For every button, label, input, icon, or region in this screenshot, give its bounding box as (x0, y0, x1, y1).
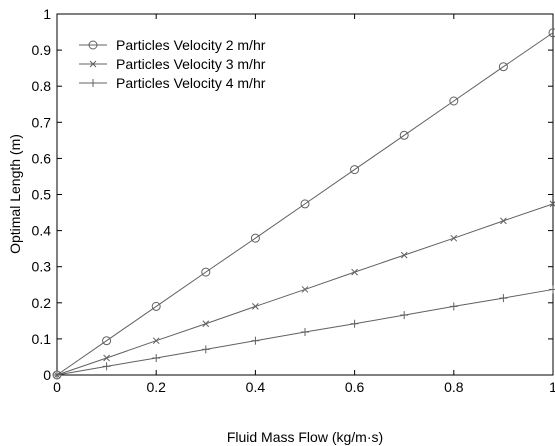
data-point-plus (549, 285, 555, 294)
legend-item: Particles Velocity 2 m/hr (79, 37, 266, 53)
data-point-circle (151, 301, 161, 311)
data-point-x (351, 268, 358, 276)
data-point-plus (152, 354, 161, 363)
y-tick-label: 0.6 (32, 150, 52, 166)
legend-label: Particles Velocity 3 m/hr (116, 56, 266, 72)
data-point-x (450, 234, 458, 242)
y-tick-label: 0.2 (32, 295, 52, 311)
data-point-plus (499, 294, 508, 303)
data-point-plus (53, 371, 61, 379)
data-point-x-stroke (400, 251, 408, 259)
series-line (56, 32, 554, 376)
data-point-x (202, 320, 210, 328)
data-point-circle (399, 130, 409, 140)
data-point-plus (251, 336, 260, 345)
data-point-x (400, 251, 408, 259)
data-point-x-stroke (103, 354, 110, 362)
data-point-x-stroke (152, 337, 160, 345)
data-point-plus (400, 311, 409, 320)
y-tick-label: 0.3 (32, 259, 52, 275)
data-point-x (301, 286, 309, 293)
y-axis-label: Optimal Length (m) (7, 134, 23, 254)
series-3 (53, 285, 555, 379)
data-point-x-stroke (351, 268, 358, 276)
legend-item: Particles Velocity 4 m/hr (79, 75, 266, 91)
series-1 (52, 28, 555, 380)
legend-label: Particles Velocity 2 m/hr (116, 37, 266, 53)
data-point-circle (300, 199, 310, 209)
x-tick-label: 0.6 (345, 379, 365, 395)
x-tick-label: 0.2 (146, 379, 166, 395)
data-point-circle (498, 62, 508, 72)
series-layer (52, 28, 555, 380)
legend: Particles Velocity 2 m/hr Particles Veloc… (79, 37, 266, 91)
series-2 (53, 200, 555, 379)
data-point-plus (102, 362, 111, 371)
data-point-x (500, 217, 507, 225)
x-tick-label: 1 (549, 379, 555, 395)
data-point-plus (350, 319, 359, 328)
data-point-x-stroke (450, 234, 458, 242)
y-tick-label: 0.9 (32, 42, 52, 58)
data-point-x-stroke (549, 201, 555, 208)
data-point-x-stroke (252, 303, 259, 310)
y-tick-label: 0.8 (32, 78, 52, 94)
data-point-x (549, 200, 555, 208)
y-tick-label: 0.1 (32, 331, 52, 347)
data-point-plus (89, 79, 97, 87)
data-point-circle (548, 28, 555, 38)
data-point-x (89, 60, 97, 68)
data-point-plus (301, 328, 309, 337)
data-point-circle (201, 267, 211, 277)
data-point-x-stroke (89, 60, 97, 68)
x-tick-label: 0 (53, 379, 61, 395)
data-point-x (252, 303, 259, 310)
data-point-circle (250, 233, 260, 243)
data-point-circle (102, 336, 112, 346)
legend-item: Particles Velocity 3 m/hr (79, 56, 266, 72)
x-axis-label: Fluid Mass Flow (kg/m·s) (227, 429, 383, 445)
y-tick-label: 0.5 (32, 187, 52, 203)
y-tick-label: 0.4 (32, 223, 52, 239)
data-point-x-stroke (301, 286, 309, 293)
data-point-x-stroke (202, 320, 210, 328)
data-point-circle (449, 96, 459, 106)
data-point-x (152, 337, 160, 345)
x-tick-label: 0.8 (444, 379, 464, 395)
axis-ticks: 0 0.2 0.4 0.6 0.8 1 0 0.1 0.2 0.3 0.4 0.5 0.6 0.7 0.8 0… (32, 6, 555, 395)
y-tick-label: 0 (43, 367, 51, 383)
data-point-plus (449, 302, 458, 311)
data-point-circle (88, 40, 98, 50)
data-point-x (103, 354, 110, 362)
y-tick-label: 1 (43, 6, 51, 22)
data-point-x-stroke (500, 217, 507, 225)
y-tick-label: 0.7 (32, 114, 52, 130)
legend-label: Particles Velocity 4 m/hr (116, 75, 266, 91)
data-point-plus (201, 345, 210, 354)
x-tick-label: 0.4 (246, 379, 266, 395)
data-point-circle (350, 165, 360, 175)
